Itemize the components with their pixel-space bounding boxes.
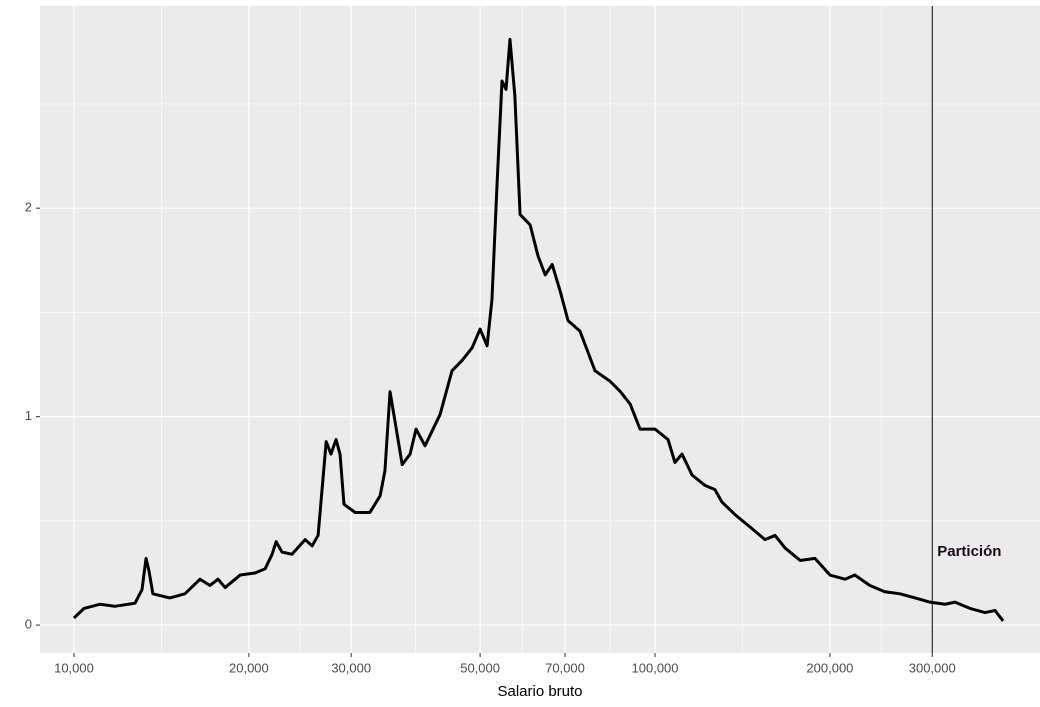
y-tick-label: 2 — [25, 200, 32, 215]
panel — [40, 6, 1040, 653]
x-tick-label: 200,000 — [806, 660, 853, 675]
x-tick-label: 50,000 — [460, 660, 500, 675]
x-axis-title: Salario bruto — [497, 683, 582, 700]
x-tick-label: 300,000 — [909, 660, 956, 675]
x-tick-label: 70,000 — [545, 660, 585, 675]
y-tick-label: 1 — [25, 408, 32, 423]
annotation: Partición — [937, 543, 1001, 560]
x-tick-label: 10,000 — [54, 660, 94, 675]
x-tick-label: 30,000 — [331, 660, 371, 675]
x-tick-label: 20,000 — [229, 660, 269, 675]
y-tick-label: 0 — [25, 617, 32, 632]
line — [72, 37, 1005, 622]
x-tick-label: 100,000 — [632, 660, 679, 675]
